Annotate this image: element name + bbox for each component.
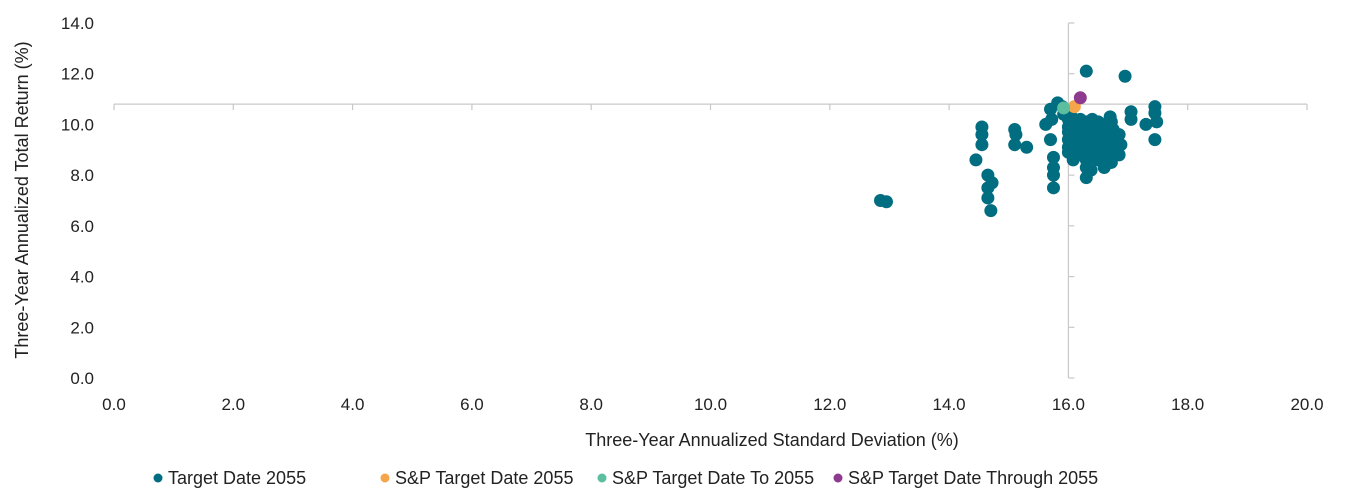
x-tick-label: 6.0: [460, 395, 484, 414]
y-tick-label: 0.0: [70, 369, 94, 388]
x-tick-label: 12.0: [813, 395, 846, 414]
point-target-date-2055: [1118, 69, 1132, 83]
point-target-date-2055: [1148, 133, 1162, 147]
point-s-p-target-date-through-2055: [1073, 91, 1087, 105]
x-tick-label: 4.0: [341, 395, 365, 414]
point-target-date-2055: [1084, 163, 1098, 177]
point-target-date-2055: [1009, 128, 1023, 142]
x-tick-label: 16.0: [1052, 395, 1085, 414]
legend-label: Target Date 2055: [168, 468, 306, 488]
x-tick-label: 18.0: [1171, 395, 1204, 414]
point-s-p-target-date-to-2055: [1057, 101, 1071, 115]
legend: Target Date 2055 S&P Target Date 2055 S&P …: [153, 468, 1098, 488]
point-target-date-2055: [1114, 138, 1128, 152]
legend-label: S&P Target Date 2055: [395, 468, 573, 488]
point-target-date-2055: [1046, 181, 1060, 195]
point-target-date-2055: [1150, 115, 1164, 129]
legend-label: S&P Target Date Through 2055: [848, 468, 1098, 488]
legend-marker: [833, 473, 843, 483]
point-target-date-2055: [1112, 128, 1126, 142]
point-target-date-2055: [1139, 117, 1153, 131]
y-axis-title: Three-Year Annualized Total Return (%): [12, 41, 32, 358]
legend-marker: [153, 473, 163, 483]
y-tick-label: 6.0: [70, 217, 94, 236]
y-tick-label: 14.0: [61, 14, 94, 33]
x-axis-title: Three-Year Annualized Standard Deviation…: [585, 430, 959, 450]
y-tick-label: 2.0: [70, 318, 94, 337]
legend-marker: [597, 473, 607, 483]
point-target-date-2055: [1112, 148, 1126, 162]
point-target-date-2055: [1046, 168, 1060, 182]
x-tick-label: 0.0: [102, 395, 126, 414]
x-tick-label: 2.0: [221, 395, 245, 414]
point-target-date-2055: [1045, 112, 1059, 126]
point-target-date-2055: [975, 138, 989, 152]
point-target-date-2055: [981, 191, 995, 205]
point-target-date-2055: [1124, 112, 1138, 126]
legend-label: S&P Target Date To 2055: [612, 468, 814, 488]
y-tick-label: 8.0: [70, 166, 94, 185]
x-tick-label: 10.0: [694, 395, 727, 414]
y-tick-label: 10.0: [61, 115, 94, 134]
point-target-date-2055: [1079, 64, 1093, 78]
point-target-date-2055: [975, 128, 989, 142]
point-target-date-2055: [985, 176, 999, 190]
x-tick-label: 8.0: [579, 395, 603, 414]
point-target-date-2055: [969, 153, 983, 167]
x-tick-label: 14.0: [933, 395, 966, 414]
legend-marker: [380, 473, 390, 483]
axes: [113, 22, 1308, 379]
point-target-date-2055: [1020, 140, 1034, 154]
data-points: [874, 64, 1164, 218]
y-tick-label: 12.0: [61, 65, 94, 84]
point-target-date-2055: [1008, 138, 1022, 152]
point-target-date-2055: [1044, 133, 1058, 147]
point-target-date-2055: [879, 195, 893, 209]
point-target-date-2055: [1046, 150, 1060, 164]
x-tick-label: 20.0: [1290, 395, 1323, 414]
y-tick-label: 4.0: [70, 268, 94, 287]
tick-labels: 0.0 2.0 4.0 6.0 8.0 10.0 12.0 14.0 16.0 18.0 20.0 0…: [61, 14, 1324, 414]
point-target-date-2055: [984, 204, 998, 218]
